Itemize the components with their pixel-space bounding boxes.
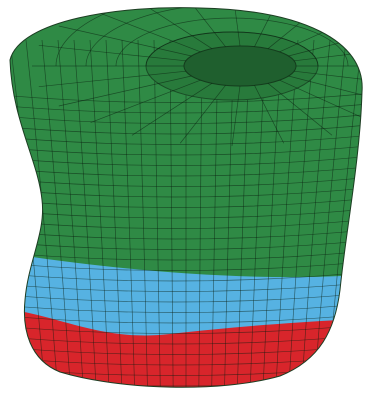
rim-spoke (179, 85, 226, 144)
rim-spoke (90, 9, 201, 53)
mesh-meridian (137, 39, 148, 388)
rim-spoke (231, 7, 241, 47)
rim-spoke (294, 70, 363, 88)
mesh-meridian (300, 39, 331, 388)
outline (9, 7, 363, 388)
mesh-meridian (288, 39, 315, 388)
rim-spoke (58, 25, 192, 57)
rim-spoke (254, 7, 285, 47)
mesh-ring (10, 386, 363, 388)
rim-ring (55, 7, 363, 67)
rim-spoke (288, 75, 363, 107)
mesh-meridian (73, 39, 97, 388)
rim-spoke (254, 85, 285, 144)
rim-spoke (90, 79, 201, 123)
mesh-meridian (153, 39, 161, 388)
rim-spoke (131, 7, 213, 49)
rim-spoke (179, 7, 226, 47)
mesh-meridian (121, 39, 136, 388)
rim-spoke (58, 75, 192, 107)
rim-spoke (267, 83, 333, 136)
rim-spoke (231, 85, 241, 147)
mesh-meridian (41, 39, 72, 388)
rim-spoke (38, 70, 186, 88)
rim-spoke (131, 83, 213, 136)
mesh-meridian (25, 39, 59, 388)
opening (183, 45, 297, 87)
mesh-meridian (89, 39, 110, 388)
mesh-meridian (313, 39, 347, 388)
rim-spoke (279, 79, 363, 123)
mesh-meridian (105, 39, 123, 388)
rim-spoke (38, 44, 186, 62)
mesh-meridian (57, 39, 84, 388)
